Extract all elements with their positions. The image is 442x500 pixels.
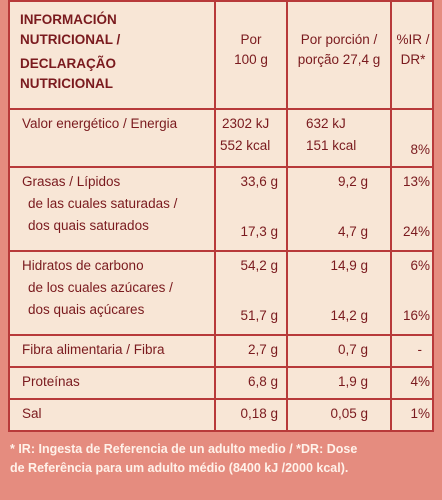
carbohydrate-portion: 14,9 g <box>330 258 368 273</box>
row-label-saturates: de las cuales saturadas / <box>28 196 178 211</box>
fibre-per100: 2,7 g <box>247 342 278 357</box>
sugars-ir: 16% <box>402 308 430 323</box>
header-title-line: NUTRICIONAL / <box>20 32 121 47</box>
energy-portion-kj: 632 kJ <box>306 116 346 131</box>
row-divider <box>10 398 432 400</box>
col-header-per100: Por <box>240 32 262 47</box>
saturates-per100: 17,3 g <box>240 224 278 239</box>
row-divider <box>10 334 432 336</box>
protein-ir: 4% <box>410 374 430 389</box>
reference-intake-footnote: * IR: Ingesta de Referencia de un adulto… <box>10 440 438 478</box>
saturates-portion: 4,7 g <box>337 224 368 239</box>
saturates-ir: 24% <box>402 224 430 239</box>
table-border-bottom <box>10 430 432 432</box>
col-header-portion-unit: porção 27,4 g <box>297 52 381 67</box>
column-divider <box>214 0 216 432</box>
row-label-carbohydrate: Hidratos de carbono <box>22 258 144 273</box>
header-title-line: INFORMACIÓN <box>20 12 117 27</box>
fat-ir: 13% <box>402 174 430 189</box>
column-divider <box>286 0 288 432</box>
row-divider <box>10 366 432 368</box>
row-label-energy: Valor energético / Energia <box>22 116 178 131</box>
column-divider <box>390 0 392 432</box>
row-divider <box>10 166 432 168</box>
row-label-sugars-pt: dos quais açúcares <box>28 302 145 317</box>
table-border-top <box>10 0 432 2</box>
fibre-ir: - <box>417 342 423 357</box>
salt-portion: 0,05 g <box>330 406 368 421</box>
row-label-fat: Grasas / Lípidos <box>22 174 121 189</box>
sugars-portion: 14,2 g <box>330 308 368 323</box>
carbohydrate-per100: 54,2 g <box>240 258 278 273</box>
salt-per100: 0,18 g <box>240 406 278 421</box>
fibre-portion: 0,7 g <box>337 342 368 357</box>
footnote-line: de Referência para um adulto médio (8400… <box>10 461 349 475</box>
row-label-salt: Sal <box>22 406 42 421</box>
protein-per100: 6,8 g <box>247 374 278 389</box>
header-title-line: NUTRICIONAL <box>20 76 113 91</box>
energy-per100-kcal: 552 kcal <box>220 138 271 153</box>
fat-per100: 33,6 g <box>240 174 278 189</box>
col-header-portion: Por porción / <box>300 32 378 47</box>
col-header-ir: %IR / <box>396 32 430 47</box>
row-divider <box>10 108 432 110</box>
row-label-saturates-pt: dos quais saturados <box>28 218 149 233</box>
row-label-protein: Proteínas <box>22 374 80 389</box>
protein-portion: 1,9 g <box>337 374 368 389</box>
row-label-sugars: de los cuales azúcares / <box>28 280 173 295</box>
footnote-line: * IR: Ingesta de Referencia de un adulto… <box>10 442 358 456</box>
row-label-fibre: Fibra alimentaria / Fibra <box>22 342 165 357</box>
row-divider <box>10 250 432 252</box>
sugars-per100: 51,7 g <box>240 308 278 323</box>
energy-ir: 8% <box>410 142 430 157</box>
header-title-line: DECLARAÇÃO <box>20 56 116 71</box>
salt-ir: 1% <box>410 406 430 421</box>
nutrition-table: INFORMACIÓN NUTRICIONAL / DECLARAÇÃO NUT… <box>8 0 434 432</box>
carbohydrate-ir: 6% <box>410 258 430 273</box>
fat-portion: 9,2 g <box>337 174 368 189</box>
col-header-ir-unit: DR* <box>400 52 426 67</box>
col-header-per100-unit: 100 g <box>234 52 268 67</box>
energy-per100-kj: 2302 kJ <box>222 116 270 131</box>
energy-portion-kcal: 151 kcal <box>306 138 357 153</box>
